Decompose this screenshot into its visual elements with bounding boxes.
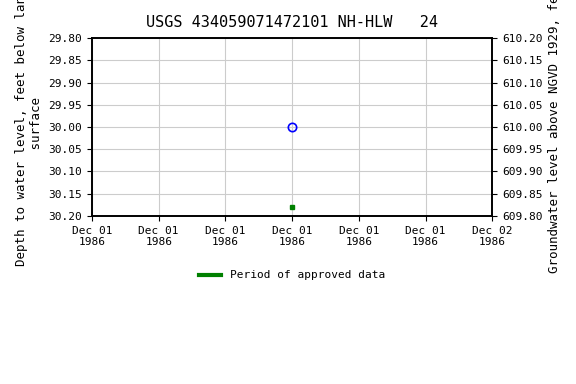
Legend: Period of approved data: Period of approved data <box>195 266 390 285</box>
Y-axis label: Groundwater level above NGVD 1929, feet: Groundwater level above NGVD 1929, feet <box>548 0 561 273</box>
Title: USGS 434059071472101 NH-HLW   24: USGS 434059071472101 NH-HLW 24 <box>146 15 438 30</box>
Y-axis label: Depth to water level, feet below land
 surface: Depth to water level, feet below land su… <box>15 0 43 266</box>
